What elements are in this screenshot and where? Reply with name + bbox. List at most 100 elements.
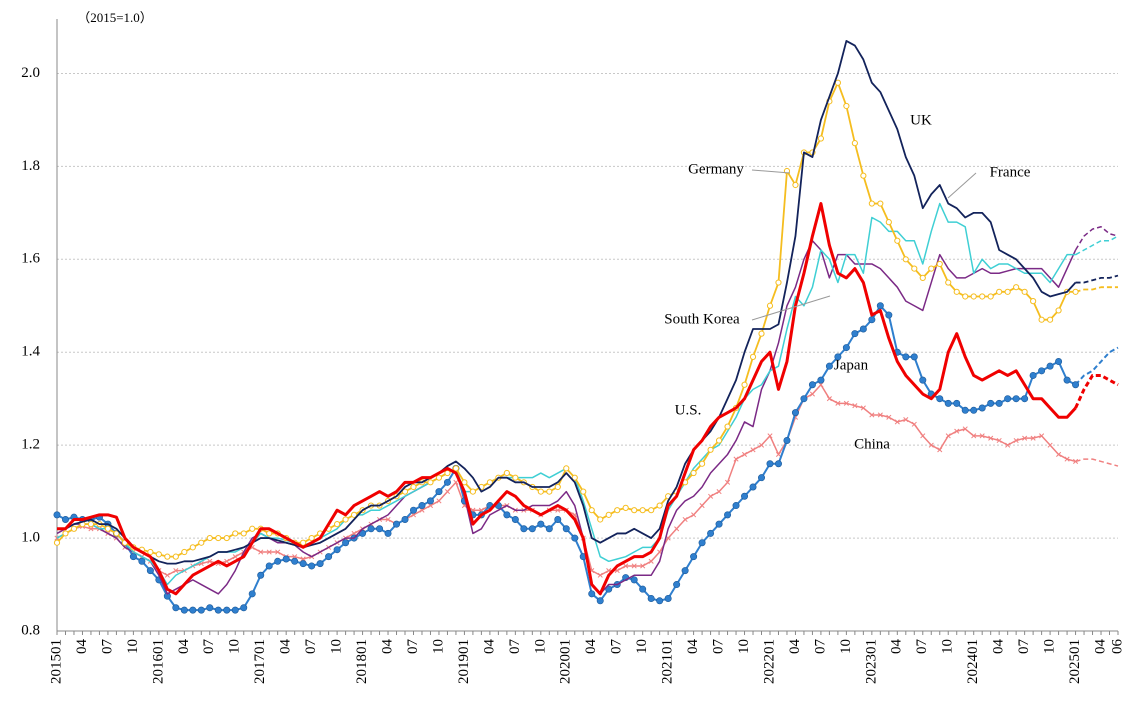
point-marker [597,572,603,578]
point-marker [877,200,884,207]
point-marker [758,330,765,337]
point-marker [571,474,578,481]
point-marker [503,469,510,477]
point-marker [1063,376,1071,384]
point-marker [809,391,815,397]
point-marker [953,288,960,295]
point-marker [401,515,409,523]
point-marker [537,520,545,528]
point-marker [876,302,884,310]
x-tick-label: 07 [405,639,421,655]
x-tick-label: 04 [889,639,905,655]
point-marker [300,539,307,546]
point-marker [996,437,1002,444]
point-marker [971,433,977,439]
point-marker [818,382,824,388]
x-tick-label: 201501 [48,639,64,684]
series-line [56,81,1076,558]
y-tick-label: 1.0 [21,530,40,546]
point-marker [945,433,951,439]
point-marker [698,460,706,467]
point-marker [647,594,655,602]
point-marker [385,516,391,523]
point-marker [698,539,706,547]
point-marker [910,353,918,361]
point-marker [223,534,230,542]
point-marker [928,442,934,448]
x-tick-label: 202501 [1067,639,1083,684]
point-marker [138,557,146,565]
point-marker [478,507,484,513]
point-marker [987,399,995,407]
x-tick-label: 10 [1042,639,1058,654]
point-marker [1056,451,1062,457]
x-tick-label: 07 [99,639,115,655]
series-label: U.S. [675,402,702,418]
point-marker [249,525,256,532]
series-label: Germany [688,161,744,177]
point-marker [555,507,561,513]
point-marker [970,406,978,414]
point-marker [749,483,757,491]
point-marker [605,511,612,518]
point-marker [945,279,952,286]
point-marker [266,549,272,555]
point-marker [444,469,451,477]
point-marker [716,489,722,495]
point-marker [376,525,384,533]
point-marker [835,400,841,406]
x-tick-label: 04 [583,639,599,655]
point-marker [1047,442,1053,448]
point-marker [1046,316,1054,323]
point-marker [427,503,434,509]
point-marker [61,515,69,523]
point-marker [266,530,273,537]
point-marker [189,606,197,614]
point-marker [180,606,188,614]
point-marker [189,544,196,551]
point-marker [291,557,299,565]
point-marker [418,502,426,510]
point-marker [206,534,213,542]
point-marker [129,553,137,561]
point-marker [274,557,282,565]
point-marker [605,585,613,593]
point-marker [843,102,850,110]
point-marker [1064,456,1070,462]
point-marker [911,265,918,272]
point-marker [155,551,162,558]
point-marker [953,399,961,407]
point-marker [173,568,179,574]
point-marker [987,293,994,300]
point-marker [707,529,715,537]
point-marker [656,597,664,605]
series-line-dashed [1074,346,1119,386]
x-tick-label: 10 [125,639,141,654]
point-marker [690,553,698,561]
point-marker [826,396,832,402]
point-marker [775,451,782,457]
point-marker [511,515,519,523]
point-marker [197,606,205,614]
x-tick-label: 10 [430,639,446,654]
point-marker [808,381,816,389]
point-marker [1022,435,1028,441]
point-marker [231,606,239,614]
point-marker [911,421,917,427]
point-marker [1039,433,1045,439]
x-tick-label: 04 [278,639,294,655]
x-tick-label: 202301 [863,639,879,684]
series-line [57,202,1077,596]
series-line-dashed [1075,235,1119,256]
point-marker [1021,395,1029,403]
series-line-dashed [1075,274,1119,284]
point-marker [435,474,443,481]
point-marker [988,435,994,441]
point-marker [453,479,459,485]
x-tick-label: 04 [74,639,90,655]
series-line [56,384,1076,576]
point-marker [1004,288,1011,295]
point-marker [299,560,307,568]
x-tick-label: 07 [303,639,319,655]
point-marker [920,433,926,439]
